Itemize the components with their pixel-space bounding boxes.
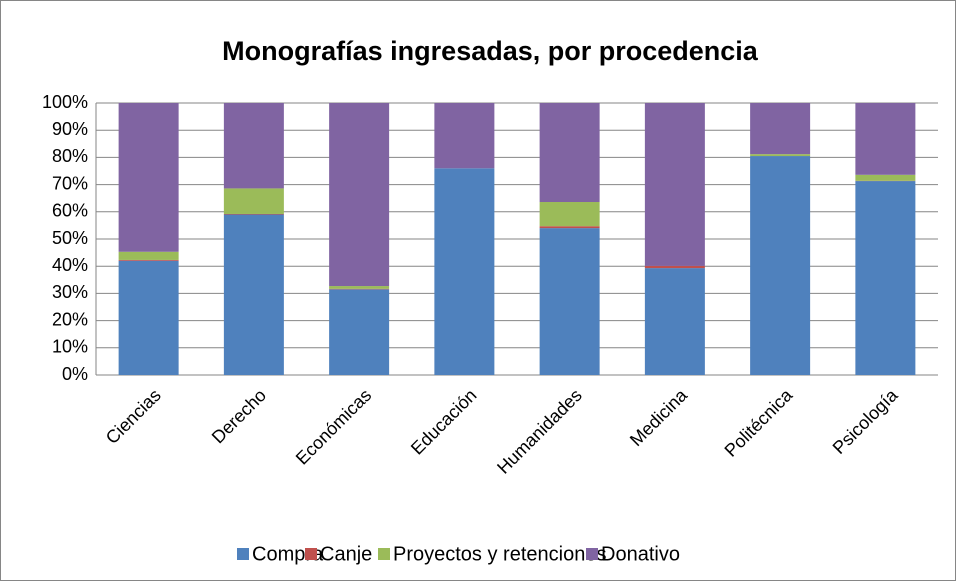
- y-tick-label: 0%: [62, 364, 88, 384]
- bar-segment: [434, 168, 495, 375]
- bar-segment: [329, 286, 390, 289]
- legend-label: Canje: [320, 543, 372, 565]
- bar-segment: [644, 265, 705, 269]
- bar-segment: [644, 268, 705, 375]
- legend-label: Proyectos y retenciones: [393, 543, 606, 565]
- bar-segment: [750, 103, 811, 155]
- chart-title: Monografías ingresadas, por procedencia: [222, 36, 759, 66]
- bar-segment: [118, 260, 179, 375]
- bar-segment: [118, 103, 179, 252]
- bar-segment: [855, 103, 916, 175]
- y-tick-label: 10%: [52, 337, 88, 357]
- bar-segment: [539, 226, 600, 229]
- bar-segment: [118, 259, 179, 261]
- bar-segment: [539, 103, 600, 203]
- legend-swatch: [237, 548, 249, 560]
- bar-segment: [223, 103, 284, 189]
- bar-segment: [644, 103, 705, 266]
- bar-segment: [223, 214, 284, 375]
- bar-segment: [223, 188, 284, 214]
- bar-segment: [539, 202, 600, 227]
- legend-swatch: [378, 548, 390, 560]
- bar-segment: [750, 154, 811, 157]
- y-tick-label: 20%: [52, 309, 88, 329]
- bar-segment: [539, 228, 600, 375]
- legend-swatch: [305, 548, 317, 560]
- bar-segment: [223, 213, 284, 215]
- y-tick-label: 50%: [52, 228, 88, 248]
- bar-segment: [329, 289, 390, 375]
- y-tick-label: 100%: [42, 92, 88, 112]
- legend-label: Donativo: [601, 543, 680, 565]
- bar-segment: [329, 103, 390, 287]
- bar-segment: [855, 174, 916, 181]
- bar-segment: [855, 181, 916, 375]
- y-tick-label: 70%: [52, 173, 88, 193]
- bar-segment: [118, 251, 179, 260]
- bar-segment: [329, 288, 390, 290]
- bar-segment: [434, 103, 495, 169]
- y-tick-label: 40%: [52, 255, 88, 275]
- bar-segment: [750, 156, 811, 375]
- y-tick-label: 90%: [52, 119, 88, 139]
- y-tick-label: 80%: [52, 146, 88, 166]
- y-tick-label: 30%: [52, 282, 88, 302]
- y-tick-label: 60%: [52, 201, 88, 221]
- legend-swatch: [586, 548, 598, 560]
